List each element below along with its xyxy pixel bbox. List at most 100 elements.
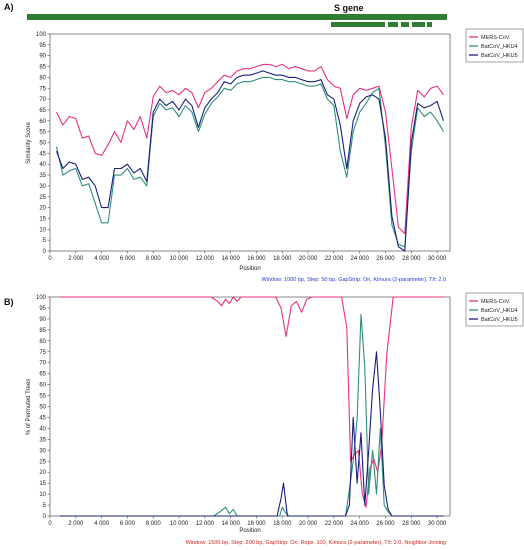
panel-a-legend: MERS-CoV BatCoV_HKU4 BatCoV_HKU5 bbox=[465, 28, 524, 63]
panel-a-x-tick-label: 18 000 bbox=[273, 256, 292, 262]
panel-b-y-ticks: 0 5 10 15 20 25 30 35 40 45 50 55 60 65 70 75 80 85 90 95 10… bbox=[36, 295, 50, 520]
panel-a-x-tick-label: 0 bbox=[48, 256, 52, 262]
panel-a-x-tick-label: 2 000 bbox=[68, 256, 84, 262]
panel-b-y-tick-label: 20 bbox=[39, 470, 46, 476]
panel-b-x-tick-label: 20 000 bbox=[299, 521, 318, 527]
panel-b-x-tick-label: 22 000 bbox=[325, 521, 344, 527]
panel-b-x-tick-label: 10 000 bbox=[170, 521, 189, 527]
panel-a-series bbox=[55, 63, 445, 252]
panel-a-x-axis-label: Position bbox=[239, 266, 260, 272]
panel-a-x-tick-label: 10 000 bbox=[170, 256, 189, 262]
panel-a-y-tick-label: 60 bbox=[39, 119, 46, 125]
panel-b-x-tick-label: 0 bbox=[48, 521, 52, 527]
genome-bar-orf1ab bbox=[27, 14, 337, 20]
panel-b-y-tick-label: 100 bbox=[36, 295, 47, 301]
panel-a-x-tick-label: 14 000 bbox=[221, 256, 240, 262]
panel-b-y-tick-label: 35 bbox=[39, 437, 46, 443]
panel-a-y-ticks: 0 5 10 15 20 25 30 35 40 45 50 55 60 65 70 75 80 85 90 95 10… bbox=[36, 32, 50, 255]
panel-b-y-tick-label: 90 bbox=[39, 317, 46, 323]
panel-a-y-tick-label: 65 bbox=[39, 108, 46, 114]
panel-a-legend-label-hku5: BatCoV_HKU5 bbox=[481, 53, 518, 59]
panel-a-series-line-hku4 bbox=[55, 76, 444, 248]
panel-b-series-line-hku4 bbox=[59, 313, 444, 517]
panel-b-series bbox=[59, 296, 444, 517]
genome-bar-orf-a bbox=[388, 22, 398, 27]
panel-a-footnote: Window: 1000 bp, Step: 50 bp, GapStrip: … bbox=[261, 277, 446, 283]
panel-b-legend-label-hku4: BatCoV_HKU4 bbox=[481, 308, 518, 314]
panel-a-x-tick-label: 6 000 bbox=[120, 256, 136, 262]
panel-a-plot-area bbox=[49, 33, 451, 252]
panel-b-legend: MERS-CoV BatCoV_HKU4 BatCoV_HKU5 bbox=[465, 292, 524, 327]
panel-b-y-axis-label: % of Permuted Trees bbox=[26, 379, 32, 435]
panel-b-y-tick-label: 15 bbox=[39, 481, 46, 487]
panel-a-y-tick-label: 70 bbox=[39, 97, 46, 103]
panel-a: A) 0 2 000 4 000 6 000 8 000 10 000 12 000 14 0… bbox=[4, 2, 524, 283]
genome-map-title: S gene bbox=[334, 3, 364, 13]
panel-a-x-tick-label: 8 000 bbox=[146, 256, 162, 262]
panel-a-y-tick-label: 40 bbox=[39, 162, 46, 168]
panel-a-y-tick-label: 15 bbox=[39, 216, 46, 222]
panel-b-x-axis-label: Position bbox=[239, 528, 260, 534]
panel-a-y-tick-label: 55 bbox=[39, 130, 46, 136]
panel-b-y-tick-label: 25 bbox=[39, 459, 46, 465]
panel-b-y-tick-label: 10 bbox=[39, 492, 46, 498]
panel-b-label: B) bbox=[4, 297, 14, 307]
panel-a-x-tick-label: 12 000 bbox=[196, 256, 215, 262]
panel-b-x-tick-label: 6 000 bbox=[120, 521, 136, 527]
panel-a-y-tick-label: 95 bbox=[39, 43, 46, 49]
panel-a-y-tick-label: 20 bbox=[39, 206, 46, 212]
panel-a-y-tick-label: 50 bbox=[39, 141, 46, 147]
panel-b-x-tick-label: 4 000 bbox=[94, 521, 110, 527]
panel-b-x-tick-label: 26 000 bbox=[376, 521, 395, 527]
panel-b-series-line-hku5 bbox=[59, 351, 444, 517]
genome-bar-s-gene-lower bbox=[331, 22, 385, 27]
panel-a-x-tick-label: 28 000 bbox=[402, 256, 421, 262]
panel-a-y-tick-label: 25 bbox=[39, 195, 46, 201]
panel-b-y-tick-label: 45 bbox=[39, 415, 46, 421]
panel-b-x-tick-label: 24 000 bbox=[350, 521, 369, 527]
panel-b-y-tick-label: 95 bbox=[39, 306, 46, 312]
panel-b-y-tick-label: 50 bbox=[39, 405, 46, 411]
panel-b: B) 0 2 000 4 000 6 000 8 000 10 000 12 000 14 0… bbox=[4, 292, 524, 546]
panel-b-footnote: Window: 1500 bp, Step: 200 bp, GapStrip:… bbox=[186, 540, 446, 546]
panel-b-y-tick-label: 85 bbox=[39, 328, 46, 334]
panel-a-y-tick-label: 30 bbox=[39, 184, 46, 190]
panel-b-x-tick-label: 16 000 bbox=[247, 521, 266, 527]
panel-a-x-ticks: 0 2 000 4 000 6 000 8 000 10 000 12 000 14 000 1… bbox=[48, 251, 447, 262]
panel-a-y-tick-label: 90 bbox=[39, 54, 46, 60]
panel-a-x-tick-label: 4 000 bbox=[94, 256, 110, 262]
genome-bar-orf-b bbox=[401, 22, 409, 27]
genome-map: S gene bbox=[27, 3, 447, 27]
panel-a-y-tick-label: 80 bbox=[39, 75, 46, 81]
panel-a-y-axis-label: Similarity Score bbox=[26, 122, 32, 164]
panel-b-x-tick-label: 30 000 bbox=[428, 521, 447, 527]
panel-b-x-tick-label: 14 000 bbox=[221, 521, 240, 527]
panel-a-x-tick-label: 26 000 bbox=[376, 256, 395, 262]
panel-a-legend-label-hku4: BatCoV_HKU4 bbox=[481, 44, 518, 50]
panel-b-x-tick-label: 8 000 bbox=[146, 521, 162, 527]
panel-a-x-tick-label: 30 000 bbox=[428, 256, 447, 262]
panel-a-y-tick-label: 75 bbox=[39, 86, 46, 92]
panel-b-y-tick-label: 0 bbox=[43, 514, 47, 520]
genome-bar-s-gene bbox=[337, 14, 447, 20]
panel-b-legend-label-mers: MERS-CoV bbox=[481, 299, 510, 305]
panel-a-y-tick-label: 10 bbox=[39, 227, 46, 233]
genome-bar-orf-c bbox=[412, 22, 425, 27]
panel-b-y-tick-label: 80 bbox=[39, 339, 46, 345]
panel-b-series-line-mers bbox=[59, 296, 444, 508]
panel-a-y-tick-label: 35 bbox=[39, 173, 46, 179]
panel-b-y-tick-label: 30 bbox=[39, 448, 46, 454]
panel-b-y-tick-label: 5 bbox=[43, 503, 47, 509]
genome-bar-orf-d bbox=[427, 22, 432, 27]
panel-a-y-tick-label: 45 bbox=[39, 151, 46, 157]
panel-b-y-tick-label: 60 bbox=[39, 383, 46, 389]
panel-a-x-tick-label: 22 000 bbox=[325, 256, 344, 262]
panel-a-legend-label-mers: MERS-CoV bbox=[481, 35, 510, 41]
panel-a-series-line-mers bbox=[56, 63, 444, 235]
panel-a-x-tick-label: 24 000 bbox=[350, 256, 369, 262]
panel-b-x-tick-label: 28 000 bbox=[402, 521, 421, 527]
panel-a-y-tick-label: 5 bbox=[43, 238, 47, 244]
panel-a-y-tick-label: 100 bbox=[36, 32, 47, 38]
panel-b-y-tick-label: 55 bbox=[39, 394, 46, 400]
